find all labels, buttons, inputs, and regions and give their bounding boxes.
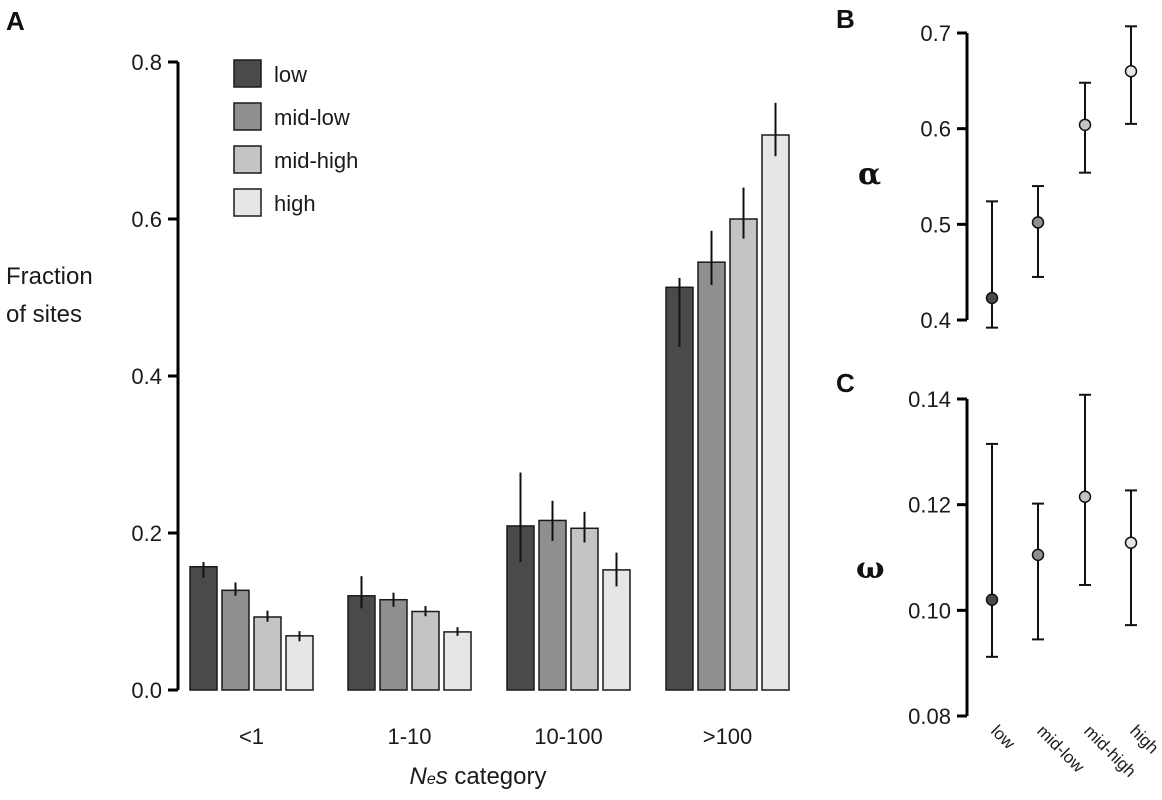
bar-mid-high-10-100 xyxy=(570,527,599,691)
panel-a-bar-chart: 0.0 0.2 0.4 0.6 0.8 <1 1-10 10-100 >100 low mid-lo… xyxy=(131,50,790,749)
bar-mid-high-1-10 xyxy=(411,610,440,691)
panel-b-letter: B xyxy=(836,4,855,34)
panel-c-y-tick-label: 0.10 xyxy=(908,598,951,623)
legend-swatch-high xyxy=(233,188,262,217)
panel-b-y-tick-label: 0.6 xyxy=(920,117,951,142)
panel-a-y-tick-label: 0.0 xyxy=(131,678,162,703)
panel-b-y-tick-label: 0.4 xyxy=(920,308,951,333)
panel-c-point-mid-high xyxy=(1078,490,1092,503)
panel-a-xlabel: Nes category xyxy=(410,763,547,790)
panel-b-point-low xyxy=(985,291,999,305)
legend-label-high: high xyxy=(274,191,316,216)
panel-b-y-tick-label: 0.7 xyxy=(920,21,951,46)
panel-c-ylabel: ω xyxy=(856,551,885,586)
panel-a-y-tick-label: 0.2 xyxy=(131,521,162,546)
panel-a-x-tick-label: >100 xyxy=(703,724,753,749)
legend-label-low: low xyxy=(274,62,307,87)
panel-c-x-tick-label: mid-low xyxy=(1033,721,1088,776)
bar-low-1-10 xyxy=(347,595,376,691)
panel-b-point-mid-low xyxy=(1031,216,1045,229)
panel-a-x-tick-label: 10-100 xyxy=(534,724,603,749)
panel-c-x-tick-label: low xyxy=(987,721,1019,753)
bar-mid-low-1-10 xyxy=(379,598,408,691)
bar-low-<1 xyxy=(189,566,218,691)
bar-mid-low-10-100 xyxy=(538,519,567,691)
bar-high->100 xyxy=(761,134,790,691)
panel-b-point-mid-high xyxy=(1078,118,1092,132)
panel-a-ylabel-line2: of sites xyxy=(6,301,82,328)
xlabel-category: category xyxy=(448,763,547,790)
bar-high-<1 xyxy=(285,635,314,691)
bar-low->100 xyxy=(665,286,694,691)
panel-c-y-tick-label: 0.12 xyxy=(908,493,951,518)
panel-c-x-tick-label: high xyxy=(1126,721,1162,757)
panel-c-y-tick-label: 0.14 xyxy=(908,387,951,412)
bar-high-1-10 xyxy=(443,631,472,691)
panel-a-ylabel-line1: Fraction xyxy=(6,263,93,290)
panel-b-alpha-plot: 0.4 0.5 0.6 0.7 xyxy=(920,21,1138,333)
bar-mid-high->100 xyxy=(729,218,758,691)
panel-b-ylabel: α xyxy=(858,157,881,192)
bar-mid-high-<1 xyxy=(253,616,282,691)
panel-c-point-high xyxy=(1124,536,1138,549)
panel-c-y-tick-label: 0.08 xyxy=(908,704,951,729)
panel-c-point-mid-low xyxy=(1031,548,1045,562)
panel-c-point-low xyxy=(985,593,999,607)
panel-c-letter: C xyxy=(836,368,855,398)
bar-mid-low->100 xyxy=(697,261,726,691)
panel-a-x-tick-label: 1-10 xyxy=(387,724,431,749)
panel-a-letter: A xyxy=(6,6,25,36)
xlabel-n: N xyxy=(410,763,428,790)
panel-a-y-tick-label: 0.6 xyxy=(131,207,162,232)
panel-a-y-tick-label: 0.8 xyxy=(131,50,162,75)
legend-label-mid-low: mid-low xyxy=(274,105,350,130)
panel-a-x-tick-label: <1 xyxy=(239,724,264,749)
legend-swatch-mid-low xyxy=(233,102,262,131)
bar-mid-low-<1 xyxy=(221,589,250,691)
legend-swatch-mid-high xyxy=(233,145,262,174)
legend-swatch-low xyxy=(233,59,262,88)
bar-high-10-100 xyxy=(602,569,631,691)
panel-b-y-tick-label: 0.5 xyxy=(920,212,951,237)
xlabel-e: e xyxy=(427,771,436,788)
panel-b-point-high xyxy=(1124,65,1138,78)
xlabel-s: s xyxy=(436,763,448,790)
panel-a-y-tick-label: 0.4 xyxy=(131,364,162,389)
legend-label-mid-high: mid-high xyxy=(274,148,358,173)
